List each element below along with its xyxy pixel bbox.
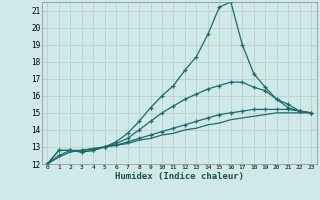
X-axis label: Humidex (Indice chaleur): Humidex (Indice chaleur) xyxy=(115,172,244,181)
